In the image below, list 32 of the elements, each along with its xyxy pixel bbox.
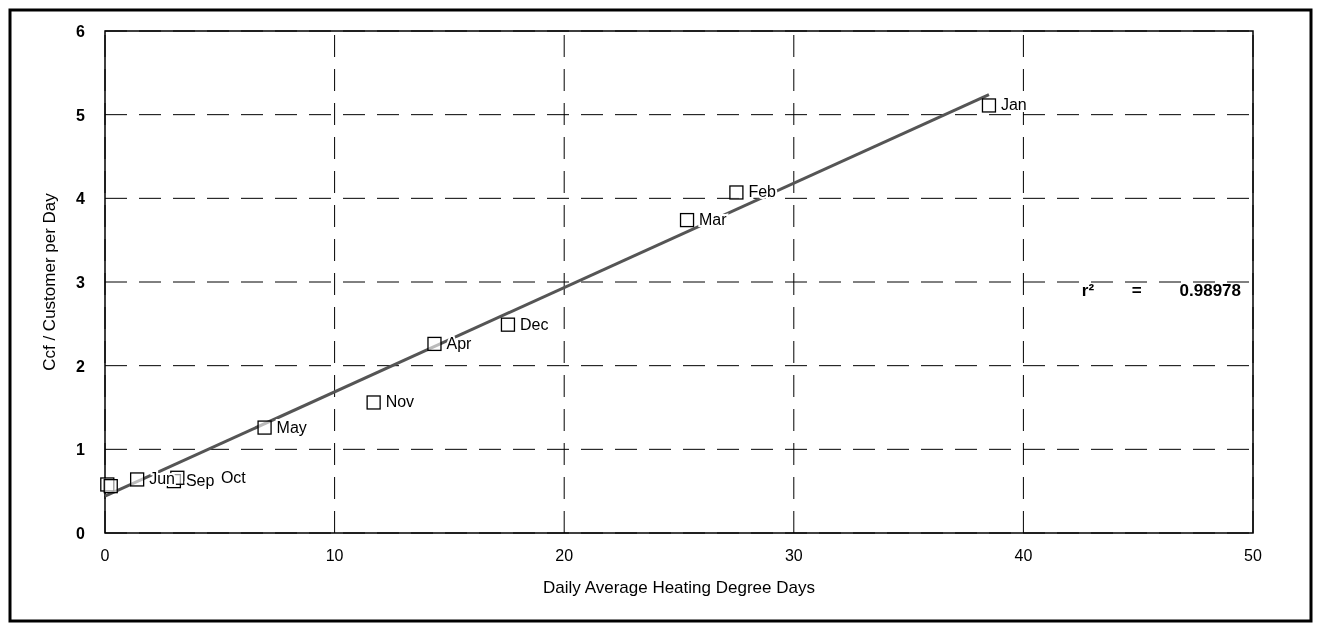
y-tick-label: 4 — [76, 190, 86, 208]
point — [427, 336, 442, 352]
point — [500, 317, 516, 332]
point — [729, 185, 744, 200]
point — [129, 472, 145, 487]
y-tick-label: 1 — [76, 441, 86, 459]
annotation: Oct — [220, 468, 247, 486]
x-tick-label: 30 — [784, 547, 803, 564]
annotation: r² = 0.98978 — [1081, 281, 1241, 300]
x-tick-label: 0 — [100, 547, 110, 564]
x-tick-label: 10 — [325, 547, 344, 564]
point — [257, 420, 272, 435]
y-tick-label: 5 — [76, 106, 86, 124]
annotation: Sep — [185, 472, 215, 490]
x-axis-title: Daily Average Heating Degree Days — [543, 578, 815, 597]
x-tick-label: 20 — [555, 547, 574, 564]
annotation: Apr — [446, 334, 473, 352]
y-tick-label: 3 — [76, 274, 86, 291]
point — [366, 395, 381, 410]
x-tick-label: 50 — [1244, 547, 1262, 564]
annotation: Jan — [1000, 96, 1027, 114]
annotation: Dec — [519, 315, 549, 333]
x-tick-label: 40 — [1014, 547, 1033, 564]
point — [679, 212, 695, 228]
point — [981, 98, 997, 113]
annotation: May — [276, 418, 307, 436]
annotation: Nov — [385, 393, 415, 411]
y-tick-label: 6 — [76, 23, 86, 40]
y-tick-label: 0 — [76, 525, 86, 542]
y-tick-label: 2 — [76, 357, 86, 375]
annotation: Feb — [748, 183, 777, 201]
y-axis-title: Ccf / Customer per Day — [40, 192, 59, 371]
